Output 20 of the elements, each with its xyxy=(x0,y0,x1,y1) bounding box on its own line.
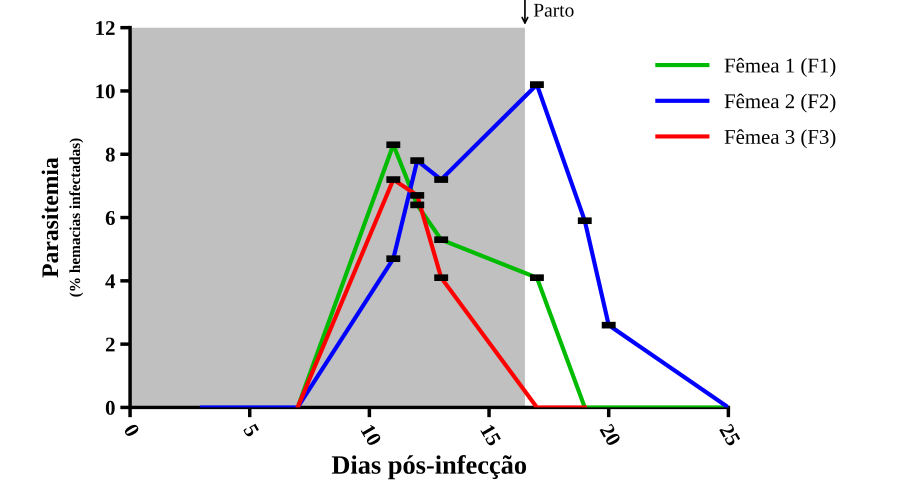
annotation: Parto xyxy=(534,4,574,17)
y-tick-label: 6 xyxy=(106,210,115,225)
x-tick-label: 5 xyxy=(243,423,260,438)
y-tick-label: 0 xyxy=(106,400,115,415)
legend-label: Fêmea 3 (F3) xyxy=(724,129,836,148)
text: (% hemacias infectadas) xyxy=(69,138,84,297)
legend-label: Fêmea 1 (F1) xyxy=(724,58,836,77)
x-tick-label: 25 xyxy=(719,423,741,447)
y-tick-label: 2 xyxy=(106,338,115,352)
legend-label: Fêmea 2 (F2) xyxy=(724,94,836,113)
x-tick-label: 15 xyxy=(480,424,502,447)
x-axis-title: Dias pós-infecção xyxy=(332,455,526,480)
y-tick-label: 4 xyxy=(105,274,116,288)
y-axis-title: Parasitemia xyxy=(42,158,58,278)
x-tick-label: 20 xyxy=(599,423,622,447)
y-tick-label: 8 xyxy=(106,148,115,162)
y-tick-label: 12 xyxy=(96,21,115,35)
y-tick-label: 10 xyxy=(96,84,115,98)
x-tick-label: 10 xyxy=(360,424,382,447)
x-tick-label: 0 xyxy=(123,423,140,438)
